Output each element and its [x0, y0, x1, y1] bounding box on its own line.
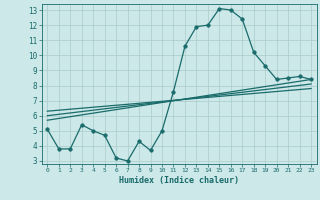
X-axis label: Humidex (Indice chaleur): Humidex (Indice chaleur) [119, 176, 239, 185]
